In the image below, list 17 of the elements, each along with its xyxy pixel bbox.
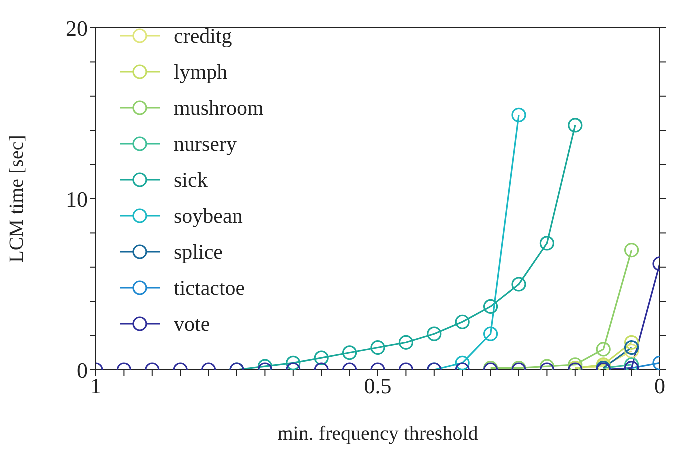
legend-label: tictactoe — [174, 276, 246, 300]
x-axis-title: min. frequency threshold — [278, 423, 478, 445]
legend-label: vote — [174, 312, 210, 336]
x-tick-label: 1 — [90, 374, 102, 399]
legend-label: soybean — [174, 204, 243, 228]
x-tick-label: 0.5 — [364, 374, 392, 399]
x-tick-label: 0 — [654, 374, 666, 399]
legend-label: splice — [174, 240, 223, 264]
legend-label: nursery — [174, 132, 237, 156]
legend-label: mushroom — [174, 96, 264, 120]
y-tick-label: 0 — [77, 358, 88, 383]
legend-label: sick — [174, 168, 208, 192]
y-tick-label: 20 — [66, 16, 88, 41]
y-tick-label: 10 — [66, 186, 88, 212]
legend-label: lymph — [174, 60, 228, 84]
legend-label: creditg — [174, 24, 232, 48]
y-axis-title: LCM time [sec] — [6, 135, 28, 263]
